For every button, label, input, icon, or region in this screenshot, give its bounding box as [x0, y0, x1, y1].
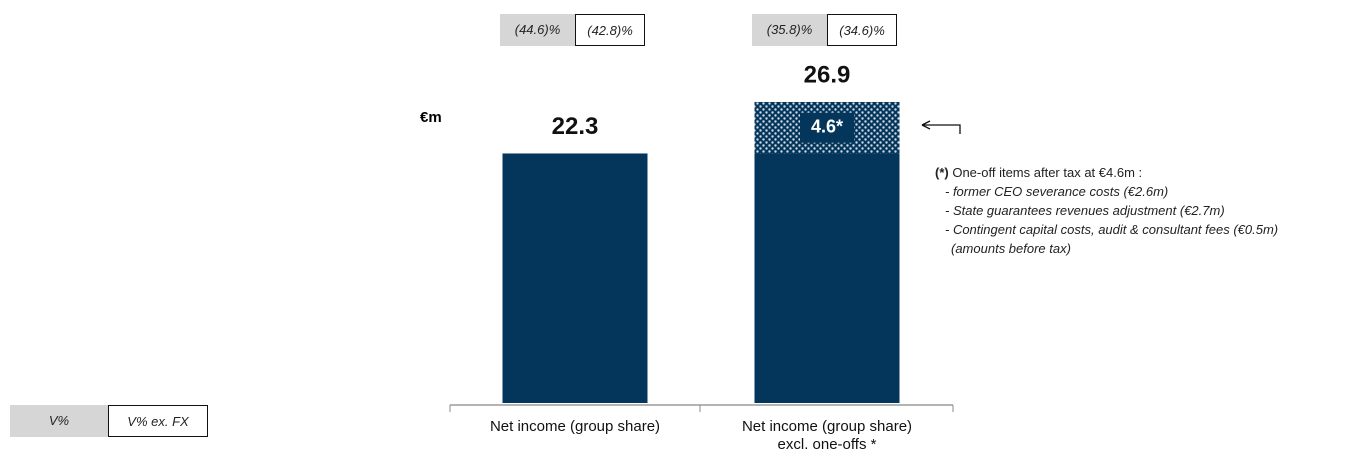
note-title: One-off items after tax at €4.6m : [952, 165, 1143, 180]
bar-segment [502, 153, 648, 403]
note-item: - Contingent capital costs, audit & cons… [945, 222, 1279, 237]
note-footer: (amounts before tax) [951, 241, 1071, 256]
note-title-row: (*) One-off items after tax at €4.6m : [935, 163, 1278, 182]
note-item: - former CEO severance costs (€2.6m) [945, 184, 1169, 199]
arrow [921, 120, 961, 134]
variation-box: (35.8)% [752, 14, 827, 46]
legend-item: V% ex. FX [108, 405, 208, 437]
total-label: 26.9 [804, 61, 851, 88]
total-label: 22.3 [552, 113, 599, 140]
bar-segment [754, 153, 900, 403]
note-item: - State guarantees revenues adjustment (… [945, 203, 1225, 218]
segment-label: 4.6* [811, 116, 843, 136]
note: (*) One-off items after tax at €4.6m : -… [935, 163, 1278, 258]
label-bg [800, 112, 854, 143]
x-tick-label: Net income (group share) [489, 418, 661, 435]
unit-label: €m [420, 109, 442, 126]
x-tick-label: Net income (group share) excl. one-offs … [741, 418, 913, 453]
note-marker: (*) [935, 165, 949, 180]
variation-box: (44.6)% [500, 14, 575, 46]
legend-item: V% [10, 405, 108, 437]
variation-box: (42.8)% [575, 14, 645, 46]
variation-box: (34.6)% [827, 14, 897, 46]
